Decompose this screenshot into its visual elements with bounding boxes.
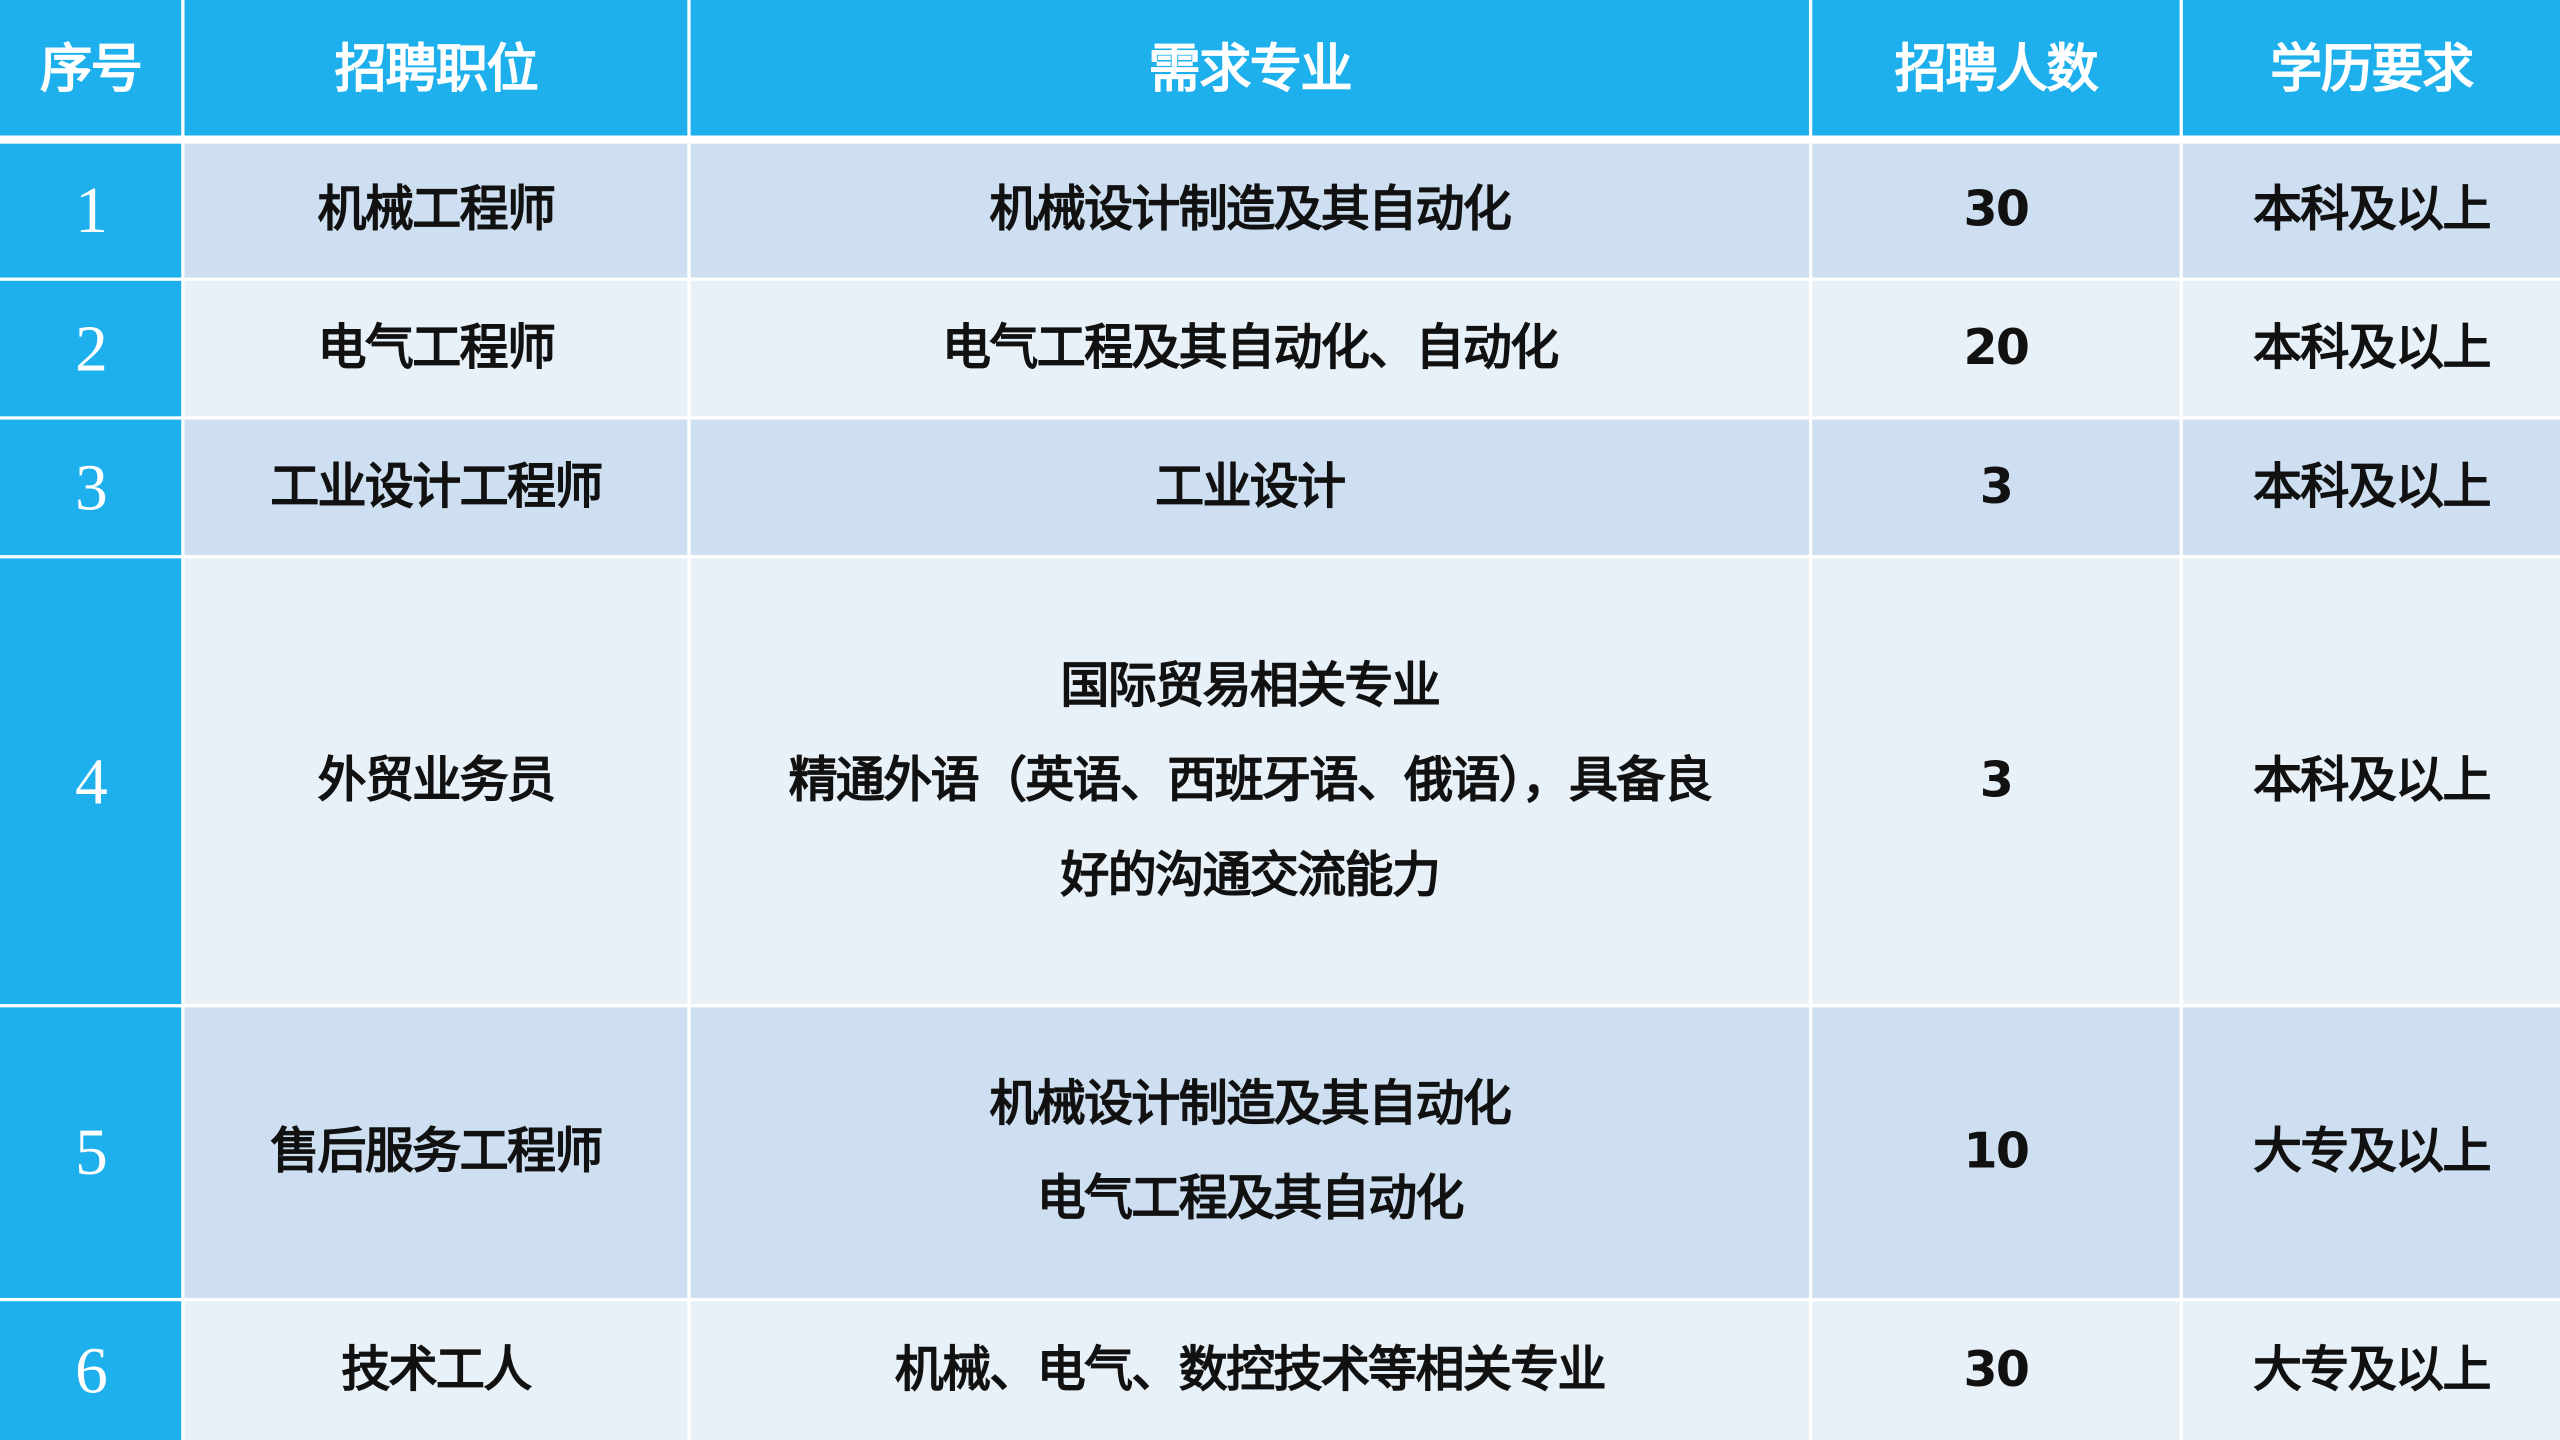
major-line: 机械设计制造及其自动化 [989, 181, 1511, 239]
header-index: 序号 [0, 0, 182, 136]
cell-no: 1 [0, 143, 182, 278]
cell-education: 本科及以上 [2182, 558, 2560, 1005]
cell-no: 6 [0, 1301, 182, 1440]
cell-no: 2 [0, 280, 182, 417]
major-line: 电气工程及其自动化 [1036, 1170, 1465, 1228]
header-education: 学历要求 [2182, 0, 2560, 136]
cell-position: 电气工程师 [184, 280, 688, 417]
header-count: 招聘人数 [1812, 0, 2180, 136]
cell-major: 机械设计制造及其自动化 [690, 143, 1809, 278]
major-line: 精通外语（英语、西班牙语、俄语），具备良 [788, 751, 1713, 809]
major-line: 好的沟通交流能力 [1060, 846, 1440, 904]
cell-no: 3 [0, 419, 182, 556]
cell-major: 机械设计制造及其自动化 电气工程及其自动化 [690, 1007, 1809, 1298]
cell-position: 工业设计工程师 [184, 419, 688, 556]
cell-major: 电气工程及其自动化、自动化 [690, 280, 1809, 417]
cell-count: 3 [1812, 419, 2180, 556]
cell-count: 30 [1812, 1301, 2180, 1440]
major-line: 电气工程及其自动化、自动化 [942, 319, 1559, 377]
cell-count: 3 [1812, 558, 2180, 1005]
major-line: 机械、电气、数控技术等相关专业 [894, 1341, 1607, 1399]
cell-count: 20 [1812, 280, 2180, 417]
major-line: 国际贸易相关专业 [1060, 657, 1440, 715]
cell-position: 机械工程师 [184, 143, 688, 278]
cell-major: 机械、电气、数控技术等相关专业 [690, 1301, 1809, 1440]
cell-position: 外贸业务员 [184, 558, 688, 1005]
cell-education: 本科及以上 [2182, 143, 2560, 278]
header-position: 招聘职位 [184, 0, 688, 136]
cell-count: 10 [1812, 1007, 2180, 1298]
cell-education: 本科及以上 [2182, 419, 2560, 556]
cell-position: 技术工人 [184, 1301, 688, 1440]
major-line: 机械设计制造及其自动化 [989, 1075, 1511, 1134]
cell-education: 本科及以上 [2182, 280, 2560, 417]
cell-position: 售后服务工程师 [184, 1007, 688, 1298]
cell-education: 大专及以上 [2182, 1007, 2560, 1298]
major-line: 工业设计 [1155, 457, 1346, 516]
cell-education: 大专及以上 [2182, 1301, 2560, 1440]
cell-count: 30 [1812, 143, 2180, 278]
cell-no: 4 [0, 558, 182, 1005]
cell-major: 工业设计 [690, 419, 1809, 556]
header-major: 需求专业 [690, 0, 1809, 136]
cell-major: 国际贸易相关专业精通外语（英语、西班牙语、俄语），具备良 好的沟通交流能力 [690, 558, 1809, 1005]
cell-no: 5 [0, 1007, 182, 1298]
